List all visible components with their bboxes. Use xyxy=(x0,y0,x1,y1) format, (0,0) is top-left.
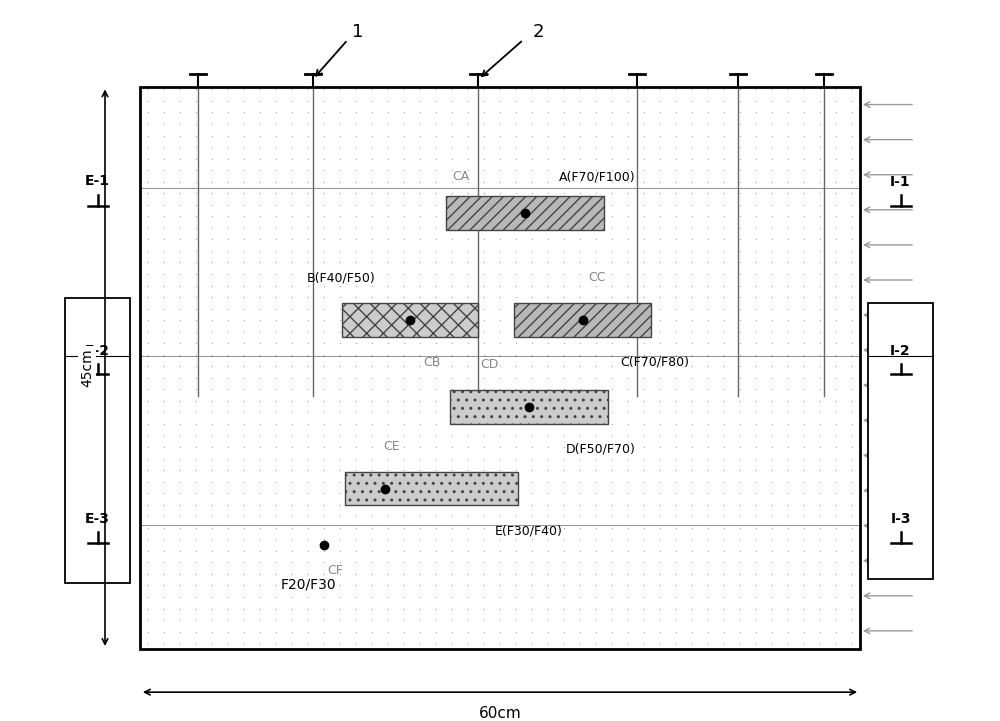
Text: B(F40/F50): B(F40/F50) xyxy=(307,271,376,284)
Text: E(F30/F40): E(F30/F40) xyxy=(495,524,563,537)
Bar xyxy=(868,303,933,579)
Text: C(F70/F80): C(F70/F80) xyxy=(620,355,689,368)
Text: 1: 1 xyxy=(352,24,363,41)
Bar xyxy=(345,472,518,505)
Text: CA: CA xyxy=(452,170,469,183)
Text: 60cm: 60cm xyxy=(479,707,521,721)
Bar xyxy=(140,87,860,649)
Text: F20/F30: F20/F30 xyxy=(280,578,336,591)
Bar xyxy=(514,303,651,337)
Bar xyxy=(342,303,478,337)
Text: E-3: E-3 xyxy=(85,513,110,526)
Bar xyxy=(65,298,130,583)
Bar xyxy=(446,196,604,230)
Text: A(F70/F100): A(F70/F100) xyxy=(559,170,636,183)
Text: CB: CB xyxy=(423,355,440,368)
Text: D(F50/F70): D(F50/F70) xyxy=(566,443,636,456)
Bar xyxy=(450,390,608,424)
Text: I-1: I-1 xyxy=(890,175,911,189)
Text: CE: CE xyxy=(384,440,400,453)
Text: CF: CF xyxy=(327,564,343,577)
Text: E-2: E-2 xyxy=(85,344,110,358)
Text: CD: CD xyxy=(480,358,498,371)
Text: I-3: I-3 xyxy=(890,513,911,526)
Text: E-1: E-1 xyxy=(85,174,110,187)
Text: 45cm: 45cm xyxy=(80,348,94,387)
Text: 2: 2 xyxy=(533,24,544,41)
Text: CC: CC xyxy=(588,271,606,284)
Text: I-2: I-2 xyxy=(890,344,911,358)
